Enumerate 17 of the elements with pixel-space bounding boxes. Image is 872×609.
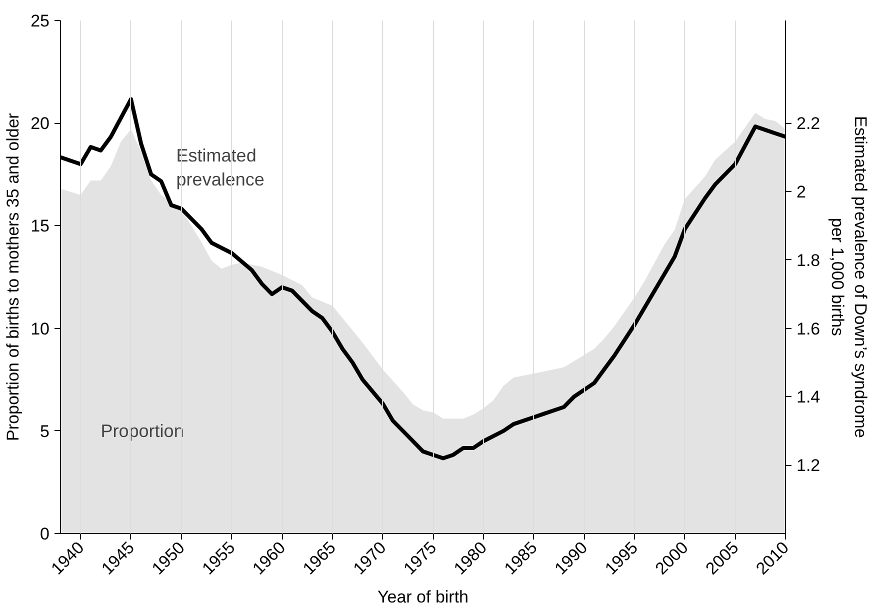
y2-tick-label: 2.2 — [796, 114, 820, 134]
y-tick-label: 15 — [30, 216, 50, 236]
y-tick-label: 5 — [40, 422, 50, 441]
y2-tick-label: 1.2 — [796, 456, 820, 476]
y2-tick-label: 1.8 — [796, 250, 820, 270]
y-tick-label: 25 — [30, 12, 50, 30]
y-tick-label: 10 — [30, 319, 50, 338]
series-label: Estimated prevalence — [176, 146, 264, 190]
y2-tick-label: 1.4 — [796, 388, 820, 407]
y-tick-label: 20 — [30, 114, 50, 134]
x-axis-title: Year of birth — [377, 588, 469, 607]
series-label: Proportion — [100, 421, 184, 442]
y2-axis-title: Estimated prevalence of Down’s syndrome per 1,000 births — [828, 116, 870, 438]
y2-tick-label: 1.6 — [796, 319, 820, 338]
y-axis-title: Proportion of births to mothers 35 and older — [4, 112, 23, 441]
y2-tick-label: 2 — [796, 182, 806, 202]
y-tick-label: 0 — [40, 524, 50, 544]
